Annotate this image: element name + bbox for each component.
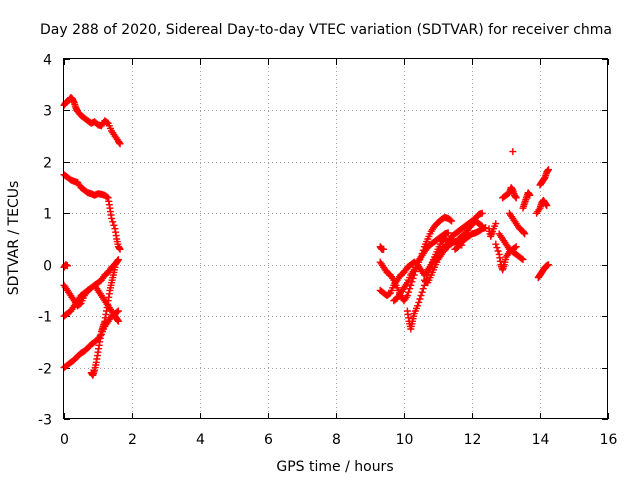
data-point <box>416 295 424 303</box>
data-point <box>111 263 119 271</box>
y-axis-label: SDTVAR / TECUs <box>6 181 22 296</box>
data-point <box>477 221 485 229</box>
x-tick-label: 10 <box>396 432 414 448</box>
y-tick-labels: -3 -2 -1 0 1 2 3 4 <box>38 53 52 429</box>
x-tick-label: 8 <box>332 432 341 448</box>
y-tick-label: -1 <box>38 310 52 326</box>
y-tick-label: 1 <box>43 207 52 223</box>
data-point <box>406 285 414 293</box>
data-point <box>443 244 451 252</box>
data-point <box>113 308 121 316</box>
data-point <box>446 216 454 224</box>
data-point <box>521 230 529 238</box>
y-tick-label: 0 <box>43 259 52 275</box>
x-tick-label: 0 <box>60 432 69 448</box>
data-point <box>492 220 500 228</box>
data-point <box>419 285 427 293</box>
data-point <box>518 255 526 263</box>
data-point <box>512 194 520 202</box>
data-point <box>494 247 502 255</box>
data-point <box>110 221 118 229</box>
data-point <box>417 292 425 300</box>
data-point <box>380 245 388 253</box>
data-point <box>545 261 552 269</box>
data-point <box>512 243 520 251</box>
data-point <box>526 191 534 199</box>
chart-title: Day 288 of 2020, Sidereal Day-to-day VTE… <box>40 22 612 38</box>
data-point <box>493 244 501 252</box>
data-point <box>492 240 500 248</box>
data-point <box>509 148 517 156</box>
y-tick-label: 3 <box>43 104 52 120</box>
data-point <box>414 302 422 310</box>
data-point <box>418 288 426 296</box>
x-tick-label: 6 <box>264 432 273 448</box>
data-point <box>543 202 551 210</box>
data-points <box>60 94 552 379</box>
y-tick-label: 4 <box>43 53 52 69</box>
x-tick-label: 2 <box>128 432 137 448</box>
data-point <box>482 224 490 232</box>
x-axis-label: GPS time / hours <box>276 459 393 475</box>
data-point <box>448 217 456 225</box>
data-point <box>519 256 527 264</box>
data-point <box>116 140 124 148</box>
data-point <box>63 262 71 270</box>
data-point <box>478 222 486 230</box>
y-tick-label: -2 <box>38 362 52 378</box>
data-point <box>478 209 486 217</box>
data-point <box>109 218 117 226</box>
y-tick-label: 2 <box>43 156 52 172</box>
y-tick-label: -3 <box>38 413 52 429</box>
data-point <box>511 244 519 252</box>
x-tick-labels: 0 2 4 6 8 10 12 14 16 <box>60 432 617 448</box>
data-point <box>114 307 122 315</box>
x-tick-label: 4 <box>196 432 205 448</box>
data-point <box>444 243 452 251</box>
data-point <box>108 214 116 222</box>
x-tick-label: 16 <box>600 432 618 448</box>
data-point <box>444 229 452 237</box>
data-point <box>114 317 122 325</box>
data-point <box>415 298 423 306</box>
data-point <box>545 166 552 174</box>
x-tick-label: 14 <box>532 432 550 448</box>
x-tick-label: 12 <box>464 432 482 448</box>
data-point <box>114 256 122 264</box>
data-point <box>116 245 124 253</box>
plot-frame <box>63 58 608 419</box>
data-point <box>405 288 413 296</box>
data-point <box>103 193 111 201</box>
grid-lines <box>64 59 608 419</box>
data-point <box>403 292 411 300</box>
